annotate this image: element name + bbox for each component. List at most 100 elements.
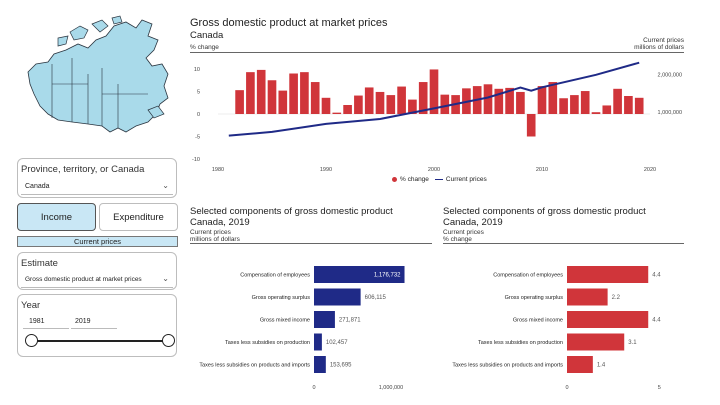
category-label: Gross operating surplus bbox=[505, 295, 564, 301]
pct-change-bar[interactable] bbox=[310, 82, 320, 114]
right-bar-chart-unit-2: % change bbox=[443, 236, 472, 243]
category-label: Taxes less subsidies on products and imp… bbox=[199, 363, 310, 369]
left-tick-label: -10 bbox=[192, 157, 200, 163]
pct-change-bar[interactable] bbox=[429, 69, 439, 114]
left-bar-chart[interactable]: Compensation of employees 1,176,732 Gross … bbox=[190, 258, 440, 398]
component-bar[interactable] bbox=[314, 333, 322, 351]
right-axis-label-1: Current prices bbox=[643, 37, 684, 44]
x-tick-label: 2020 bbox=[644, 167, 656, 173]
pct-change-bar[interactable] bbox=[278, 90, 288, 114]
province-dropdown[interactable]: Canada ⌄ bbox=[21, 180, 173, 195]
pct-change-bar[interactable] bbox=[624, 96, 633, 114]
pct-change-bar[interactable] bbox=[537, 86, 547, 114]
legend-pct-label: % change bbox=[400, 176, 429, 183]
pct-change-bar[interactable] bbox=[559, 98, 568, 114]
x-tick-label: 2010 bbox=[536, 167, 548, 173]
year-slider-track bbox=[32, 340, 168, 342]
estimate-label: Estimate bbox=[21, 258, 58, 269]
pct-change-bar[interactable] bbox=[354, 95, 363, 114]
pct-change-bar[interactable] bbox=[397, 86, 406, 114]
right-axis-label-2: millions of dollars bbox=[634, 44, 684, 51]
pct-change-bar[interactable] bbox=[408, 99, 417, 114]
component-bar[interactable] bbox=[314, 266, 405, 283]
category-label: Gross operating surplus bbox=[252, 295, 311, 301]
pct-change-bar[interactable] bbox=[267, 80, 277, 114]
category-label: Compensation of employees bbox=[240, 273, 310, 279]
pct-change-bar[interactable] bbox=[343, 105, 352, 114]
legend-pct-swatch bbox=[392, 177, 397, 182]
category-label: Taxes less subsidies on production bbox=[225, 340, 310, 346]
bar-value-label: 1.4 bbox=[597, 363, 606, 369]
pct-change-bar[interactable] bbox=[289, 73, 298, 115]
pct-change-bar[interactable] bbox=[418, 82, 428, 114]
legend-cp-label: Current prices bbox=[445, 176, 487, 183]
year-slider-start-handle[interactable] bbox=[25, 334, 38, 347]
current-prices-toggle[interactable]: Current prices bbox=[17, 236, 178, 247]
pct-change-bar[interactable] bbox=[321, 97, 331, 114]
chevron-down-icon: ⌄ bbox=[162, 181, 169, 190]
year-start-input[interactable]: 1981 bbox=[23, 315, 69, 329]
pct-change-bar[interactable] bbox=[235, 90, 244, 114]
estimate-dropdown[interactable]: Gross domestic product at market prices … bbox=[21, 273, 173, 288]
left-tick-label: 5 bbox=[197, 90, 200, 96]
pct-change-bar[interactable] bbox=[494, 88, 504, 114]
main-chart-bars bbox=[235, 69, 644, 137]
estimate-filter: Estimate Gross domestic product at marke… bbox=[17, 252, 177, 290]
canada-map[interactable] bbox=[18, 14, 178, 144]
bar-value-label: 3.1 bbox=[628, 340, 637, 346]
bar-value-label: 1,176,732 bbox=[374, 273, 401, 279]
estimate-value: Gross domestic product at market prices bbox=[25, 276, 142, 283]
pct-change-bar[interactable] bbox=[570, 95, 579, 114]
x-tick-label: 1,000,000 bbox=[379, 385, 403, 391]
pct-change-bar[interactable] bbox=[516, 91, 525, 114]
pct-change-bar[interactable] bbox=[440, 94, 450, 114]
income-button[interactable]: Income bbox=[17, 203, 96, 231]
pct-change-bar[interactable] bbox=[602, 105, 612, 114]
component-bar[interactable] bbox=[567, 333, 625, 351]
pct-change-bar[interactable] bbox=[364, 87, 374, 114]
current-prices-line[interactable] bbox=[228, 61, 640, 137]
pct-change-bar[interactable] bbox=[505, 87, 514, 114]
pct-change-bar[interactable] bbox=[332, 112, 342, 114]
province-label: Province, territory, or Canada bbox=[21, 164, 145, 175]
pct-change-bar[interactable] bbox=[256, 69, 266, 114]
component-bar[interactable] bbox=[567, 311, 649, 328]
component-bar[interactable] bbox=[567, 288, 608, 306]
left-tick-label: 10 bbox=[194, 67, 200, 73]
bar-value-label: 4.4 bbox=[652, 273, 661, 279]
component-bar[interactable] bbox=[314, 311, 335, 328]
pct-change-bar[interactable] bbox=[375, 91, 385, 114]
x-tick-label: 5 bbox=[658, 385, 661, 391]
pct-change-bar[interactable] bbox=[548, 82, 558, 114]
year-filter: Year 1981 2019 bbox=[17, 294, 177, 357]
year-slider-end-handle[interactable] bbox=[162, 334, 175, 347]
map-newfoundland[interactable] bbox=[147, 105, 165, 119]
pct-change-bar[interactable] bbox=[246, 72, 255, 114]
pct-change-bar[interactable] bbox=[591, 112, 601, 114]
pct-change-bar[interactable] bbox=[386, 95, 396, 114]
right-bar-chart-subtitle: Canada, 2019 bbox=[443, 217, 503, 228]
component-bar[interactable] bbox=[314, 356, 326, 373]
main-chart-subtitle: Canada bbox=[190, 30, 224, 41]
pct-change-bar[interactable] bbox=[483, 84, 493, 114]
category-label: Gross mixed income bbox=[513, 318, 563, 324]
right-bar-chart-rule bbox=[443, 243, 684, 244]
pct-change-bar[interactable] bbox=[634, 97, 644, 114]
pct-change-bar[interactable] bbox=[580, 91, 590, 114]
pct-change-bar[interactable] bbox=[613, 88, 622, 114]
main-chart[interactable]: 10 5 0 -5 -10 2,000,000 1,000,000 1980 1990 2000 2… bbox=[190, 55, 684, 173]
map-mainland[interactable] bbox=[27, 19, 169, 133]
expenditure-button[interactable]: Expenditure bbox=[99, 203, 178, 231]
left-bar-chart-unit-1: Current prices bbox=[190, 229, 231, 236]
map-arctic-islands[interactable] bbox=[57, 15, 123, 47]
right-tick-label: 2,000,000 bbox=[658, 72, 682, 78]
pct-change-bar[interactable] bbox=[300, 72, 309, 114]
component-bar[interactable] bbox=[567, 266, 649, 283]
category-label: Taxes less subsidies on products and imp… bbox=[452, 363, 563, 369]
component-bar[interactable] bbox=[314, 288, 361, 306]
year-end-input[interactable]: 2019 bbox=[71, 315, 117, 329]
pct-change-bar[interactable] bbox=[526, 114, 536, 137]
category-label: Taxes less subsidies on production bbox=[478, 340, 563, 346]
component-bar[interactable] bbox=[567, 356, 593, 373]
right-bar-chart[interactable]: Compensation of employees 4.4 Gross operat… bbox=[443, 258, 693, 398]
